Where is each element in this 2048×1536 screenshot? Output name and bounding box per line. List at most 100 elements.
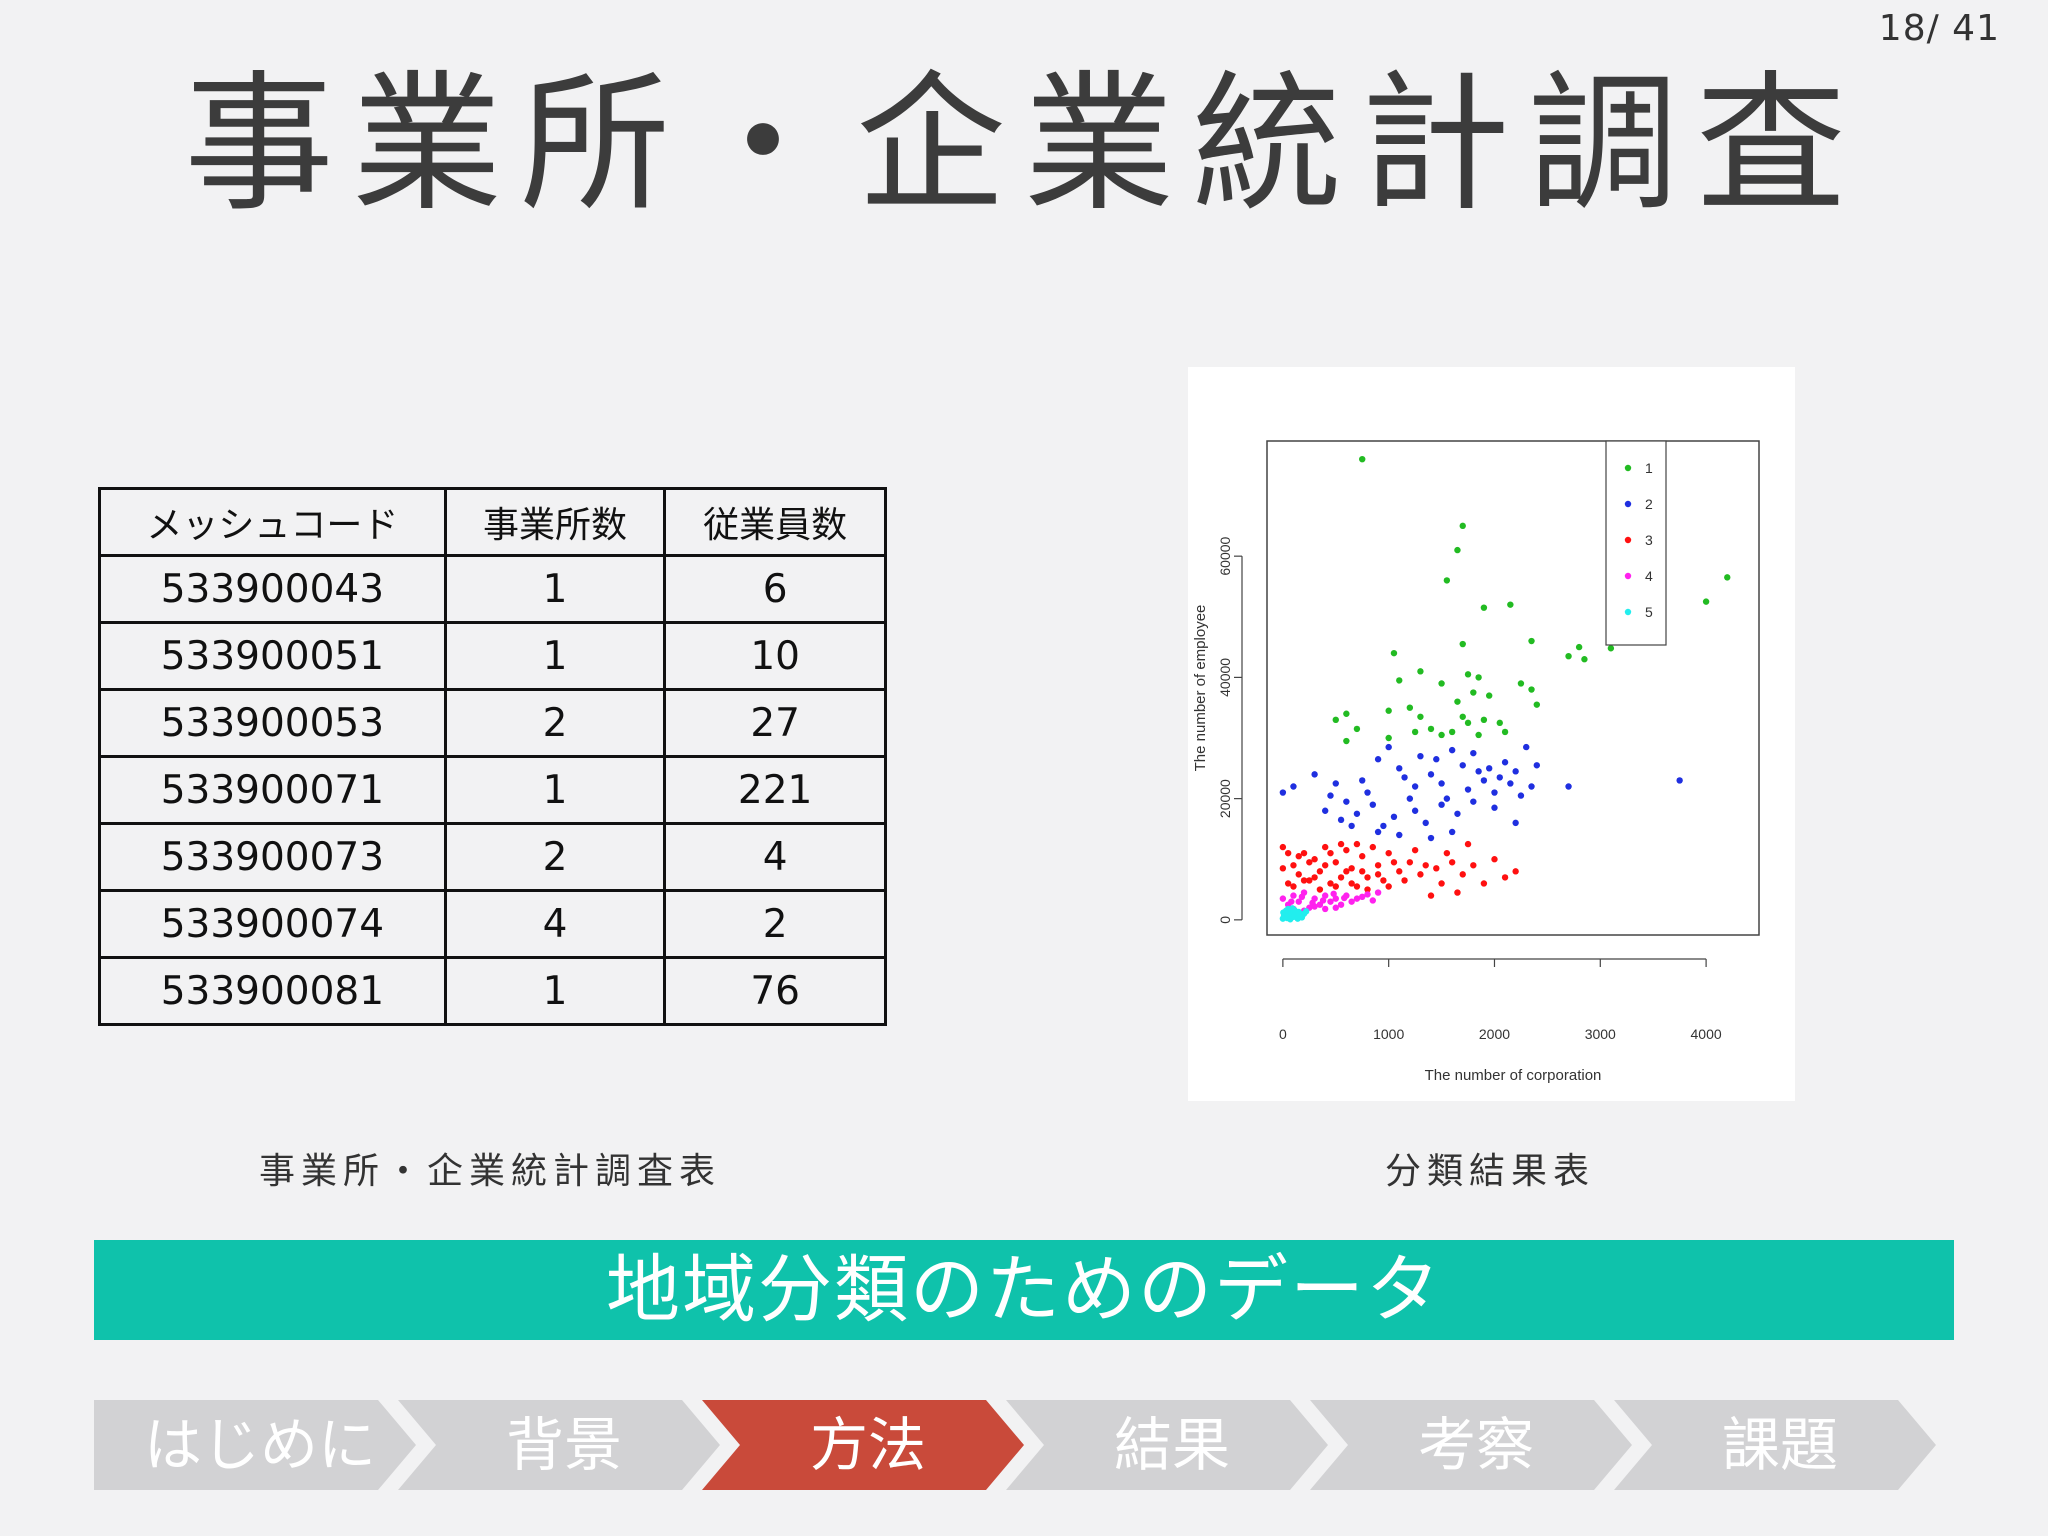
data-point (1396, 765, 1403, 772)
data-point (1396, 677, 1403, 684)
data-point (1343, 846, 1350, 854)
x-tick-label: 0 (1279, 1026, 1287, 1042)
data-point (1353, 895, 1361, 902)
data-point (1284, 849, 1292, 857)
data-point (1348, 880, 1355, 887)
table-cell: 2 (443, 688, 667, 758)
nav-item-results[interactable]: 結果 (1006, 1400, 1328, 1490)
data-point (1533, 701, 1541, 708)
nav-item-method[interactable]: 方法 (702, 1400, 1024, 1490)
table-cell: 2 (663, 889, 887, 959)
data-point (1279, 843, 1287, 851)
data-point (1380, 877, 1387, 884)
data-point (1406, 859, 1414, 866)
data-point (1575, 643, 1583, 651)
table-cell: 4 (663, 822, 887, 892)
data-point (1533, 762, 1541, 769)
data-point (1565, 652, 1572, 660)
data-point (1343, 798, 1350, 805)
data-point (1507, 780, 1514, 787)
data-point (1364, 886, 1371, 893)
x-axis-label: The number of corporation (1425, 1067, 1602, 1084)
table-cell: 10 (663, 621, 887, 691)
data-point (1454, 698, 1461, 705)
table-cell: 4 (443, 889, 667, 959)
table-row: 533900073 2 4 (98, 822, 887, 892)
data-points (1279, 455, 1731, 923)
data-point (1459, 713, 1466, 720)
data-point (1438, 880, 1445, 887)
data-point (1464, 719, 1472, 727)
data-point (1480, 604, 1488, 611)
table-cell: 533900043 (98, 554, 447, 624)
data-point (1581, 656, 1588, 663)
data-point (1348, 898, 1355, 905)
data-point (1353, 883, 1361, 890)
data-point (1327, 880, 1334, 887)
data-point (1353, 840, 1361, 848)
nav-item-issues[interactable]: 課題 (1614, 1400, 1936, 1490)
slide-title: 事業所・企業統計調査 (183, 58, 1864, 232)
data-point (1438, 680, 1445, 687)
data-point (1290, 862, 1297, 869)
data-point (1401, 774, 1408, 781)
data-point (1512, 819, 1519, 827)
data-point (1332, 780, 1339, 787)
data-point (1443, 849, 1451, 857)
data-point (1464, 786, 1472, 793)
data-point (1475, 768, 1482, 775)
legend-label: 5 (1645, 604, 1653, 620)
data-point (1348, 822, 1355, 830)
data-point (1341, 894, 1348, 902)
data-point (1491, 804, 1498, 811)
data-point (1390, 813, 1398, 821)
data-point (1501, 728, 1509, 736)
data-point (1287, 916, 1294, 923)
data-point (1411, 846, 1419, 854)
data-point (1385, 743, 1392, 751)
data-point (1311, 771, 1318, 778)
y-axis: 0 20000 40000 60000 (1217, 536, 1243, 924)
data-point (1316, 886, 1324, 893)
data-point (1359, 853, 1366, 860)
data-point (1337, 901, 1345, 908)
data-point (1427, 834, 1435, 842)
table-cell: 533900071 (98, 755, 447, 825)
table-cell: 1 (443, 755, 667, 825)
data-point (1369, 897, 1377, 904)
data-point (1332, 859, 1339, 866)
chart-caption: 分類結果表 (1384, 1151, 1595, 1192)
data-point (1417, 752, 1424, 760)
data-point (1433, 865, 1440, 872)
nav-item-discussion[interactable]: 考察 (1310, 1400, 1632, 1490)
data-point (1321, 905, 1329, 913)
table-header-row: メッシュコード 事業所数 従業員数 (98, 487, 887, 557)
data-point (1501, 874, 1509, 881)
data-point (1501, 759, 1509, 766)
legend-marker (1624, 608, 1632, 616)
y-tick-label: 40000 (1217, 658, 1233, 697)
x-tick-label: 2000 (1479, 1026, 1510, 1042)
nav-item-introduction[interactable]: はじめに (94, 1400, 416, 1490)
nav-item-background[interactable]: 背景 (398, 1400, 720, 1490)
data-point (1369, 843, 1377, 851)
data-point (1343, 737, 1350, 745)
data-point (1374, 862, 1382, 869)
data-point (1321, 807, 1329, 814)
x-axis: 0 1000 2000 3000 4000 (1279, 958, 1722, 1042)
data-point (1491, 856, 1498, 863)
data-point (1464, 671, 1472, 678)
data-point (1385, 707, 1392, 714)
section-banner: 地域分類のためのデータ (94, 1240, 1954, 1340)
legend-label: 3 (1645, 532, 1653, 548)
data-point (1411, 807, 1419, 814)
data-point (1332, 904, 1339, 911)
data-point (1332, 895, 1339, 902)
column-header: 事業所数 (443, 487, 667, 557)
data-point (1470, 798, 1477, 805)
data-point (1295, 898, 1302, 905)
table-cell: 6 (663, 554, 887, 624)
data-point (1433, 756, 1440, 763)
table-cell: 76 (663, 956, 887, 1026)
data-point (1470, 862, 1477, 869)
